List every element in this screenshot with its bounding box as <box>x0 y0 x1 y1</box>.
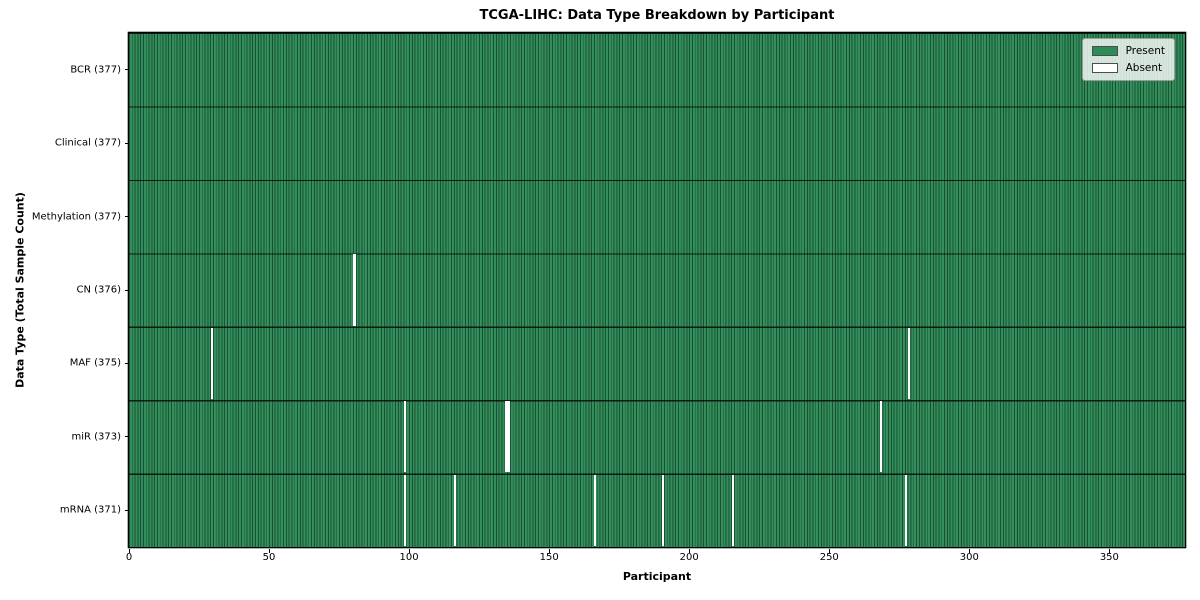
x-axis-label: Participant <box>622 570 692 583</box>
legend: Present Absent <box>1081 38 1175 81</box>
y-tick-mark <box>124 142 129 144</box>
y-tick-label-mrna: mRNA (371) <box>59 504 121 516</box>
y-tick-mark <box>124 216 129 218</box>
legend-entry-present: Present <box>1091 45 1165 57</box>
x-tick-mark <box>968 548 970 553</box>
present-swatch-icon <box>1091 46 1118 56</box>
y-tick-label-clinical: Clinical (377) <box>54 137 121 149</box>
y-tick-mark <box>124 289 129 291</box>
x-tick-label-150: 150 <box>539 552 559 563</box>
x-tick-mark <box>688 548 690 553</box>
y-tick-mark <box>124 362 129 364</box>
x-tick-mark <box>828 548 830 553</box>
x-tick-label-300: 300 <box>959 552 979 563</box>
plot-area: Present Absent <box>129 33 1185 547</box>
legend-entry-absent: Absent <box>1091 62 1165 74</box>
y-tick-label-mir: miR (373) <box>71 431 121 443</box>
chart-title: TCGA-LIHC: Data Type Breakdown by Partic… <box>479 8 835 23</box>
x-tick-label-50: 50 <box>262 552 276 563</box>
y-tick-label-bcr: BCR (377) <box>70 64 121 76</box>
x-tick-mark <box>408 548 410 553</box>
y-tick-label-cn: CN (376) <box>76 284 121 296</box>
absent-bar-mir-268 <box>880 401 883 473</box>
x-tick-mark <box>268 548 270 553</box>
absent-bar-mir-135 <box>507 401 510 473</box>
x-tick-label-100: 100 <box>399 552 419 563</box>
x-tick-label-350: 350 <box>1099 552 1119 563</box>
x-tick-label-250: 250 <box>819 552 839 563</box>
x-tick-mark <box>548 548 550 553</box>
absent-bar-mrna-116 <box>454 474 457 546</box>
x-tick-mark <box>128 548 130 553</box>
x-tick-label-0: 0 <box>125 552 133 563</box>
legend-present-label: Present <box>1125 45 1165 57</box>
absent-bar-mir-134 <box>504 401 507 473</box>
y-tick-mark <box>124 509 129 511</box>
y-tick-mark <box>124 69 129 71</box>
absent-swatch-icon <box>1091 63 1118 73</box>
y-tick-label-maf: MAF (375) <box>69 357 121 369</box>
absent-bar-maf-278 <box>908 327 911 399</box>
absent-bar-mrna-215 <box>731 474 734 546</box>
x-tick-mark <box>1108 548 1110 553</box>
absent-bar-cn-80 <box>353 254 356 326</box>
x-tick-label-200: 200 <box>679 552 699 563</box>
absent-bar-mrna-166 <box>594 474 597 546</box>
y-tick-mark <box>124 436 129 438</box>
absent-bar-mrna-190 <box>661 474 664 546</box>
absent-bar-maf-29 <box>210 327 213 399</box>
y-tick-label-methylation: Methylation (377) <box>31 211 121 223</box>
legend-absent-label: Absent <box>1125 62 1163 74</box>
absent-bar-mir-98 <box>403 401 406 473</box>
absent-bar-mrna-98 <box>403 474 406 546</box>
absent-bar-mrna-277 <box>905 474 908 546</box>
